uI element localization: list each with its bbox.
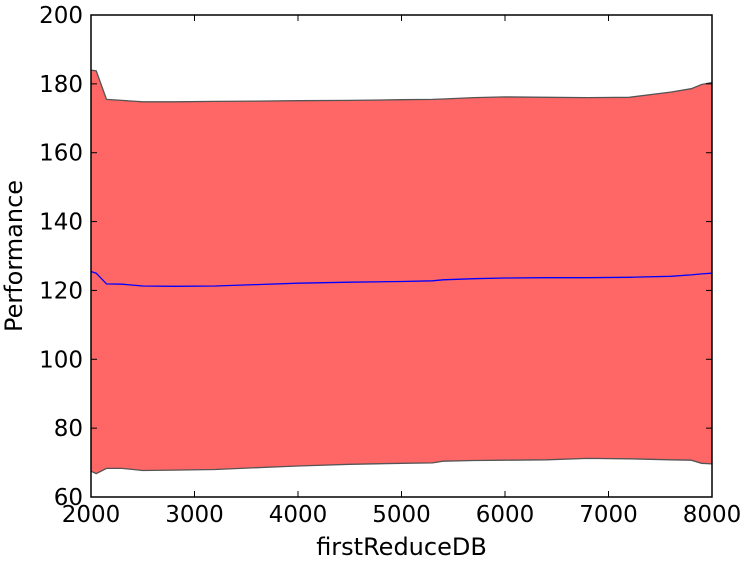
y-tick-label: 80 xyxy=(54,416,83,442)
x-tick-label: 5000 xyxy=(372,502,431,528)
y-tick-label: 140 xyxy=(39,210,83,236)
tick-labels: 2000 3000 4000 5000 6000 7000 8000 60 80 100 120 14… xyxy=(39,3,741,528)
y-tick-label: 180 xyxy=(39,72,83,98)
y-tick-label: 60 xyxy=(54,485,83,511)
x-tick-label: 7000 xyxy=(579,502,638,528)
y-tick-label: 200 xyxy=(39,3,83,29)
x-tick-label: 4000 xyxy=(269,502,328,528)
plot-area xyxy=(90,69,713,475)
confidence-band xyxy=(91,70,712,474)
x-axis-label: firstReduceDB xyxy=(316,533,487,561)
tick-marks xyxy=(90,14,713,498)
y-tick-label: 100 xyxy=(39,347,83,373)
x-tick-label: 6000 xyxy=(476,502,535,528)
x-tick-label: 8000 xyxy=(683,502,742,528)
y-axis-label: Performance xyxy=(0,180,28,332)
y-tick-label: 120 xyxy=(39,278,83,304)
mean-line xyxy=(90,270,713,287)
x-tick-label: 2000 xyxy=(62,502,121,528)
y-tick-label: 160 xyxy=(39,141,83,167)
upper-bound-line xyxy=(90,69,713,103)
lower-bound-line xyxy=(90,457,713,475)
x-tick-label: 3000 xyxy=(165,502,224,528)
